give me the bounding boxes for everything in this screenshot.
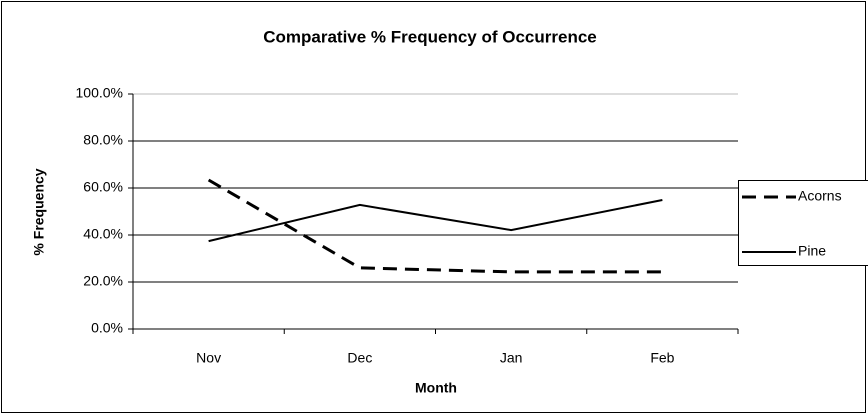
y-tick-label: 80.0% <box>83 132 123 148</box>
x-tick-label: Nov <box>196 350 221 366</box>
y-tick-label: 40.0% <box>83 226 123 242</box>
y-tick-label: 20.0% <box>83 273 123 289</box>
x-tick-label: Jan <box>500 350 523 366</box>
y-tick-label: 0.0% <box>91 320 123 336</box>
y-tick-label: 60.0% <box>83 179 123 195</box>
x-axis-label: Month <box>415 380 457 396</box>
series-line <box>207 178 663 274</box>
chart-title: Comparative % Frequency of Occurrence <box>263 27 597 46</box>
series-line <box>208 199 663 243</box>
y-tick-label: 100.0% <box>76 85 123 101</box>
y-axis-label: % Frequency <box>31 168 47 255</box>
x-tick-label: Dec <box>347 350 372 366</box>
x-tick-label: Feb <box>650 350 674 366</box>
legend-label: Acorns <box>798 188 842 204</box>
legend-label: Pine <box>798 243 826 259</box>
